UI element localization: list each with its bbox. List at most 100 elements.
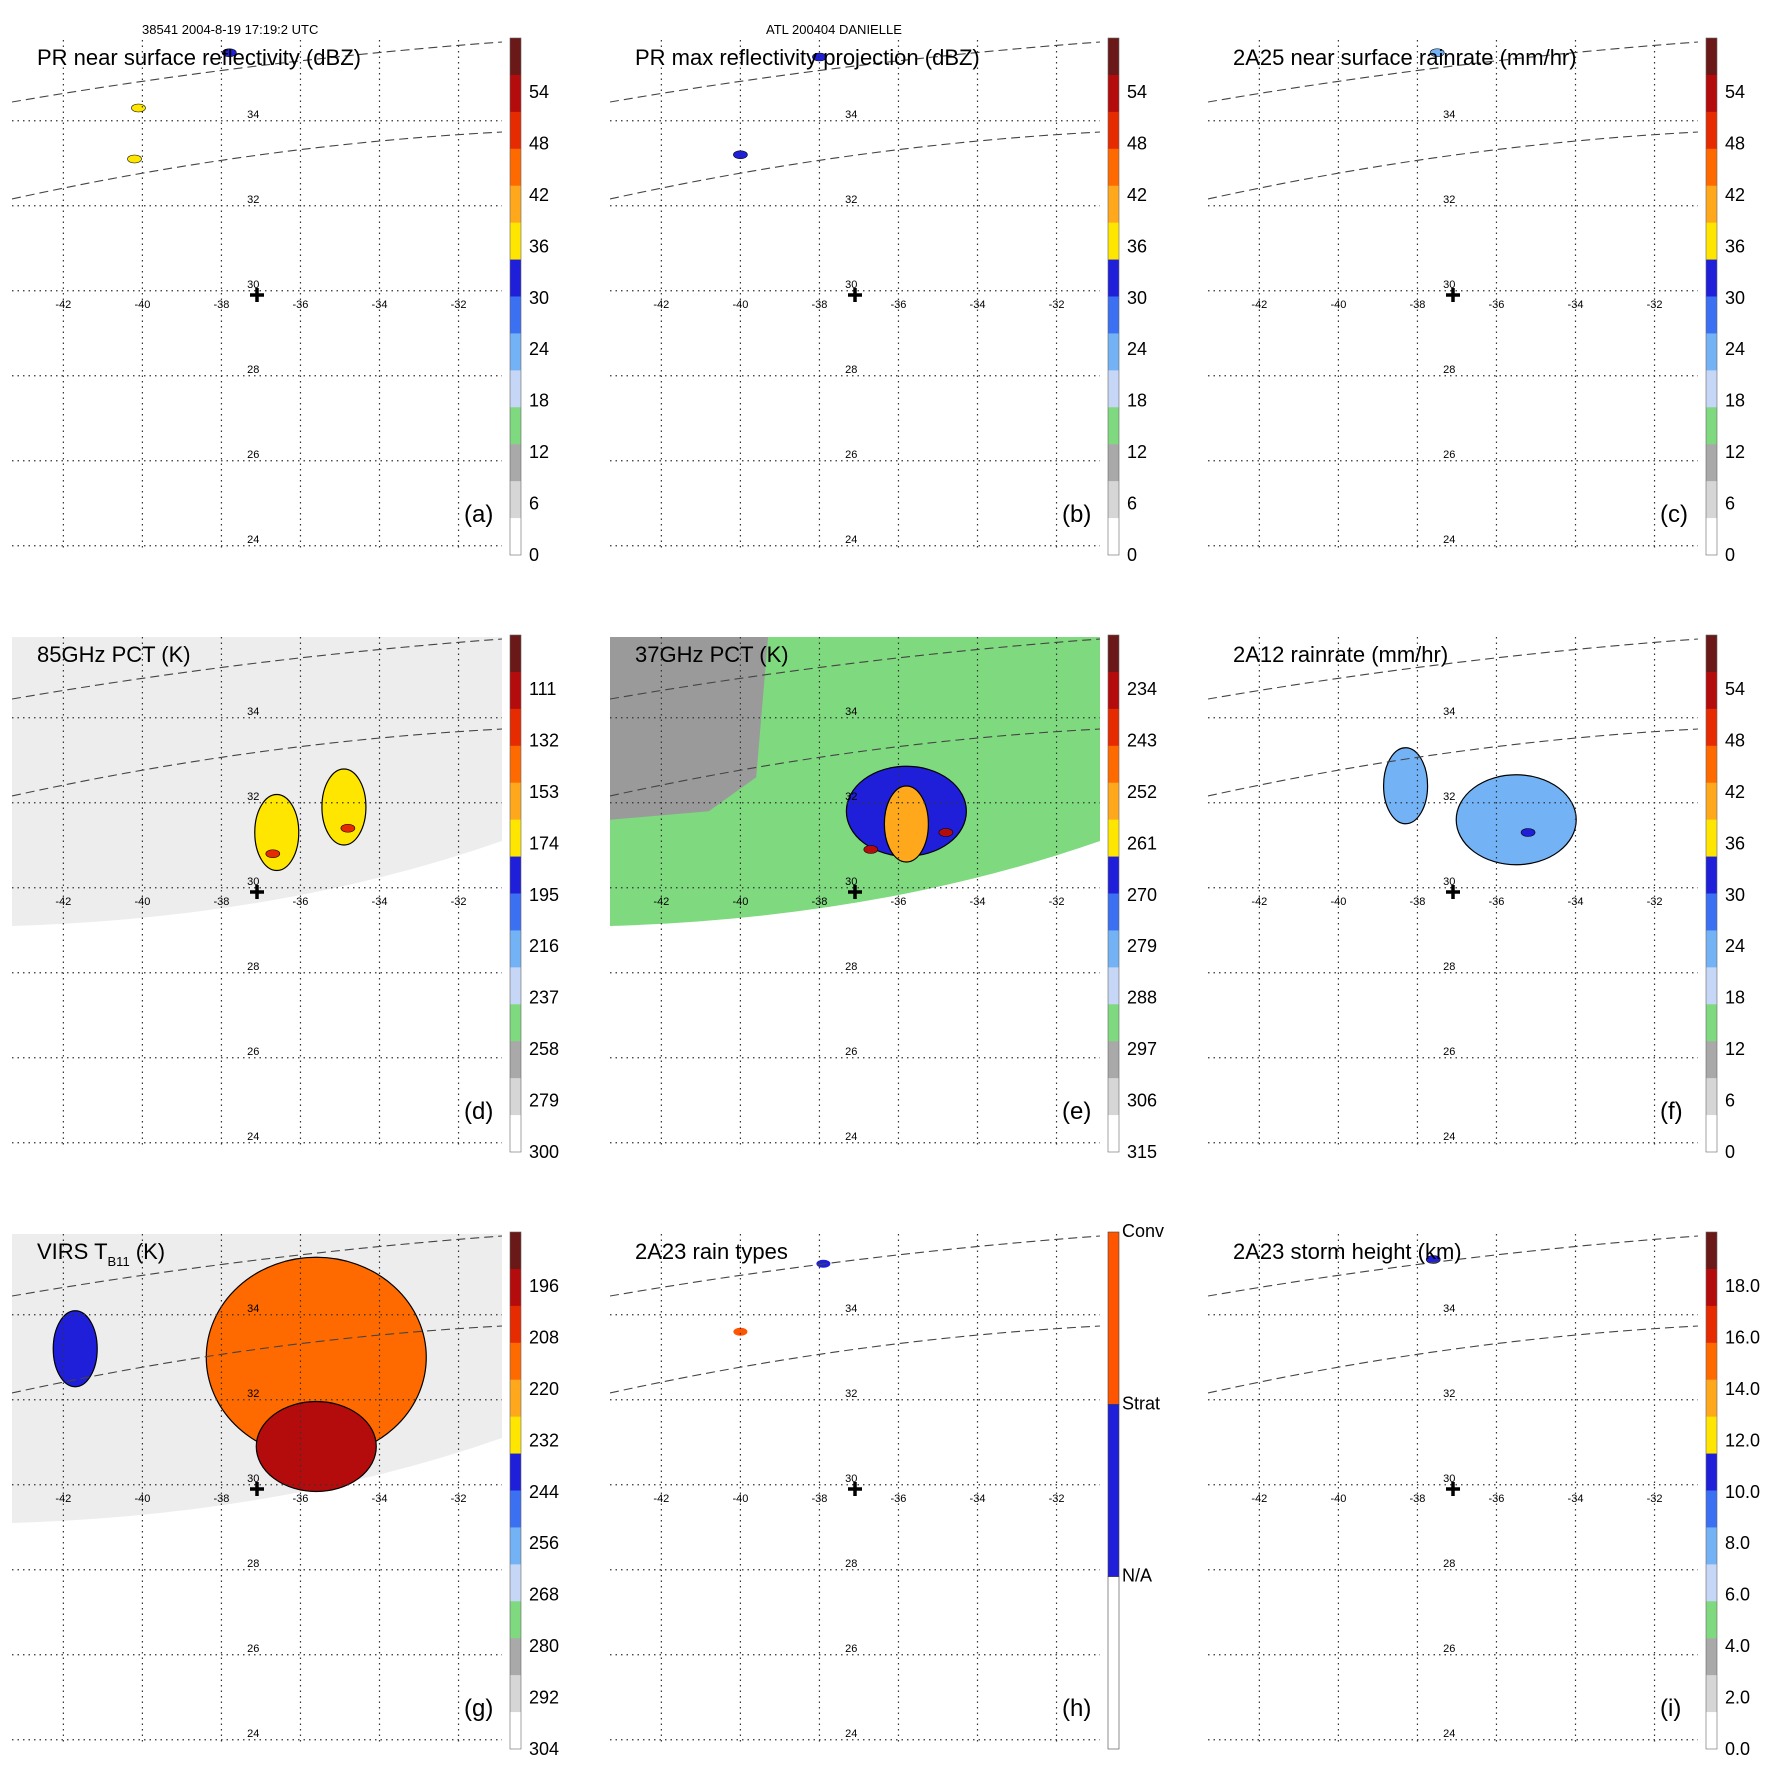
colorbar-segment <box>510 1638 521 1676</box>
colorbar-segment <box>510 1453 521 1491</box>
colorbar-segment <box>510 1527 521 1565</box>
colorbar-segment <box>1108 745 1119 784</box>
colorbar-segment <box>510 38 521 76</box>
lon-tick-label: -40 <box>732 1493 748 1505</box>
colorbar-segment <box>1108 296 1119 334</box>
colorbar-label: 261 <box>1127 833 1157 853</box>
colorbar-segment <box>510 745 521 784</box>
colorbar-label: 6 <box>1725 1091 1735 1111</box>
lon-tick-label: -32 <box>451 299 467 311</box>
lat-tick-label: 28 <box>845 961 857 973</box>
lon-tick-label: -40 <box>134 299 150 311</box>
data-feature <box>255 1400 377 1493</box>
lat-tick-label: 32 <box>247 194 259 206</box>
colorbar-segment <box>1706 745 1717 784</box>
colorbar-segment <box>1706 444 1717 482</box>
plot-area <box>1208 40 1698 550</box>
storm-center-marker <box>250 288 264 302</box>
colorbar-segment <box>1706 967 1717 1005</box>
lat-tick-label: 34 <box>247 109 259 121</box>
colorbar-segment <box>1108 819 1119 858</box>
colorbar-segment <box>1706 518 1717 556</box>
lon-tick-label: -42 <box>1251 896 1267 908</box>
swath-edge-upper <box>1208 41 1698 103</box>
storm-center-marker <box>250 885 264 899</box>
colorbar-label: 288 <box>1127 988 1157 1008</box>
colorbar-segment <box>1706 1601 1717 1639</box>
colorbar-segment <box>1108 333 1119 371</box>
colorbar-frame <box>1705 1231 1718 1750</box>
colorbar-segment <box>1706 1638 1717 1676</box>
lat-tick-label: 26 <box>1443 1643 1455 1655</box>
plot-area <box>1208 1234 1698 1744</box>
colorbar-segment <box>510 1305 521 1344</box>
panel-e: -42 -40 -38 -36 -34 -32 34 32 30 28 26 24 37GHz PCT … <box>610 634 1157 1162</box>
plot-area <box>1208 637 1698 1147</box>
lat-tick-label: 30 <box>247 279 259 291</box>
swath-edge-lower <box>12 1325 502 1394</box>
data-feature <box>733 1327 748 1336</box>
data-feature <box>127 154 142 164</box>
lon-tick-label: -38 <box>811 299 827 311</box>
lon-tick-label: -32 <box>451 1493 467 1505</box>
colorbar-segment <box>1706 856 1717 894</box>
colorbar-label: 292 <box>529 1688 559 1708</box>
colorbar-segment <box>510 1041 521 1079</box>
colorbar-segment <box>510 671 521 710</box>
colorbar-label: 30 <box>1127 288 1147 308</box>
lon-tick-label: -36 <box>1489 1493 1505 1505</box>
lat-tick-label: 34 <box>845 1303 857 1315</box>
lat-tick-label: 26 <box>1443 449 1455 461</box>
colorbar-segment <box>1108 185 1119 224</box>
colorbar-label: 195 <box>529 885 559 905</box>
colorbar-segment <box>1706 708 1717 747</box>
panel-label: (i) <box>1660 1695 1681 1722</box>
colorbar-label: Conv <box>1122 1221 1164 1241</box>
colorbar-segment <box>1108 518 1119 556</box>
colorbar-segment <box>1706 38 1717 76</box>
colorbar-segment <box>510 148 521 187</box>
colorbar-label: 36 <box>1725 236 1745 256</box>
swath-edge-lower <box>1208 131 1698 200</box>
swath-edge-lower <box>1208 728 1698 797</box>
colorbar-label: 6 <box>529 494 539 514</box>
lon-tick-label: -38 <box>213 1493 229 1505</box>
lat-tick-label: 32 <box>247 791 259 803</box>
colorbar-segment <box>1706 1379 1717 1418</box>
colorbar-segment <box>1706 370 1717 408</box>
lon-tick-label: -40 <box>1330 1493 1346 1505</box>
swath-edge-lower <box>12 131 502 200</box>
lon-tick-label: -38 <box>213 896 229 908</box>
colorbar-label: 174 <box>529 833 559 853</box>
colorbar-segment <box>1706 333 1717 371</box>
colorbar-segment <box>1108 370 1119 408</box>
colorbar-label: 36 <box>1725 833 1745 853</box>
panel-d: -42 -40 -38 -36 -34 -32 34 32 30 28 26 24 85GHz PCT … <box>12 634 559 1162</box>
colorbar-segment <box>510 1268 521 1307</box>
panel-title: 2A23 rain types <box>635 1239 788 1264</box>
lon-tick-label: -36 <box>293 1493 309 1505</box>
data-feature <box>1520 828 1536 837</box>
colorbar-label: 244 <box>529 1482 559 1502</box>
lon-tick-label: -32 <box>451 896 467 908</box>
lon-tick-label: -36 <box>891 1493 907 1505</box>
colorbar-segment <box>510 444 521 482</box>
lat-tick-label: 34 <box>1443 706 1455 718</box>
lat-tick-label: 32 <box>845 791 857 803</box>
colorbar-segment <box>1108 148 1119 187</box>
colorbar-frame <box>509 634 522 1153</box>
colorbar-label: 297 <box>1127 1039 1157 1059</box>
colorbar-label: 10.0 <box>1725 1482 1760 1502</box>
colorbar-segment <box>1706 1004 1717 1042</box>
lat-tick-label: 32 <box>1443 791 1455 803</box>
lat-tick-label: 26 <box>845 449 857 461</box>
lat-tick-label: 24 <box>1443 1728 1455 1740</box>
colorbar-segment <box>510 856 521 894</box>
colorbar-frame <box>1107 634 1120 1153</box>
colorbar-segment <box>1108 967 1119 1005</box>
storm-center-marker <box>1446 1482 1460 1496</box>
lat-tick-label: 30 <box>247 1473 259 1485</box>
colorbar-segment <box>1107 1576 1120 1750</box>
colorbar-label: 30 <box>1725 885 1745 905</box>
